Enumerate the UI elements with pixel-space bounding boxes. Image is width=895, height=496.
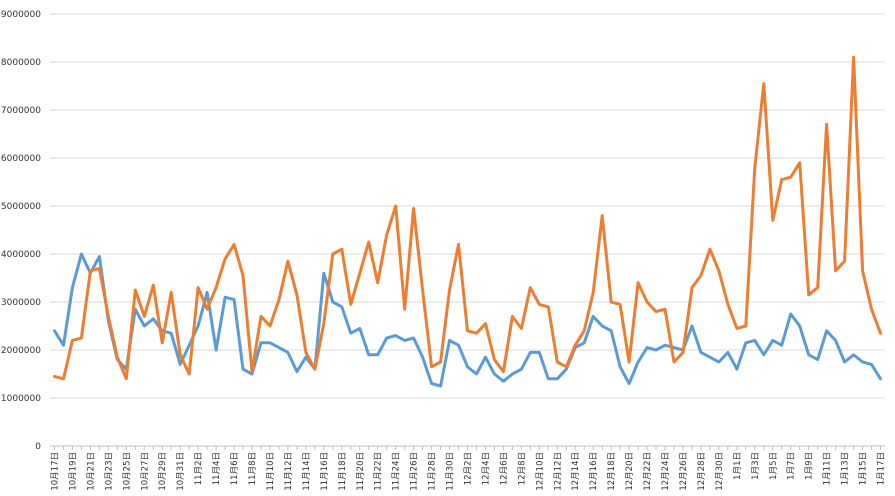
x-tick-label: 10月25日 (122, 452, 132, 491)
x-tick-label: 12月16日 (589, 452, 599, 491)
x-tick-label: 11月16日 (320, 452, 330, 491)
x-tick-label: 1月7日 (787, 452, 797, 480)
x-tick-label: 10月29日 (158, 452, 168, 491)
x-tick-label: 12月8日 (517, 452, 527, 485)
x-tick-label: 10月27日 (140, 452, 150, 491)
x-tick-label: 12月4日 (481, 452, 491, 485)
x-tick-label: 11月18日 (338, 452, 348, 491)
x-tick-label: 1月13日 (841, 452, 851, 485)
x-tick-label: 12月2日 (464, 452, 474, 485)
x-tick-label: 10月21日 (86, 452, 96, 491)
y-tick-label: 4000000 (1, 250, 41, 260)
x-tick-label: 12月30日 (715, 452, 725, 491)
x-tick-label: 11月26日 (410, 452, 420, 491)
x-tick-label: 11月10日 (266, 452, 276, 491)
x-tick-label: 11月24日 (392, 452, 402, 491)
y-tick-label: 6000000 (1, 154, 41, 164)
x-tick-label: 12月28日 (697, 452, 707, 491)
x-tick-label: 11月22日 (374, 452, 384, 491)
x-tick-label: 11月12日 (284, 452, 294, 491)
series-line-2 (53, 55, 882, 381)
y-tick-label: 2000000 (1, 346, 41, 356)
x-tick-label: 11月8日 (248, 452, 258, 485)
x-tick-label: 11月30日 (446, 452, 456, 491)
x-tick-label: 12月18日 (607, 452, 617, 491)
x-tick-label: 11月28日 (428, 452, 438, 491)
y-tick-label: 8000000 (1, 58, 41, 68)
y-tick-label: 3000000 (1, 298, 41, 308)
x-tick-label: 12月22日 (643, 452, 653, 491)
y-tick-label: 1000000 (1, 394, 41, 404)
y-tick-label: 0 (35, 442, 41, 452)
x-tick-label: 1月11日 (823, 452, 833, 485)
x-tick-label: 10月23日 (104, 452, 114, 491)
x-tick-label: 12月10日 (535, 452, 545, 491)
x-tick-label: 1月1日 (733, 452, 743, 480)
y-tick-label: 5000000 (1, 202, 41, 212)
x-tick-label: 10月31日 (176, 452, 186, 491)
x-tick-label: 10月19日 (68, 452, 78, 491)
x-tick-label: 12月6日 (499, 452, 509, 485)
x-tick-label: 1月15日 (859, 452, 869, 485)
y-tick-label: 9000000 (1, 10, 41, 20)
y-tick-label: 7000000 (1, 106, 41, 116)
x-tick-label: 1月5日 (769, 452, 779, 480)
x-tick-label: 10月17日 (50, 452, 60, 491)
x-tick-label: 12月24日 (661, 452, 671, 491)
x-tick-label: 11月20日 (356, 452, 366, 491)
x-tick-label: 1月17日 (877, 452, 887, 485)
x-tick-label: 11月2日 (194, 452, 204, 485)
x-tick-label: 12月12日 (553, 452, 563, 491)
x-tick-label: 1月3日 (751, 452, 761, 480)
x-tick-label: 11月14日 (302, 452, 312, 491)
x-tick-label: 12月20日 (625, 452, 635, 491)
x-tick-label: 11月4日 (212, 452, 222, 485)
x-tick-label: 1月9日 (805, 452, 815, 480)
x-tick-label: 11月6日 (230, 452, 240, 485)
x-tick-label: 12月26日 (679, 452, 689, 491)
x-tick-label: 12月14日 (571, 452, 581, 491)
